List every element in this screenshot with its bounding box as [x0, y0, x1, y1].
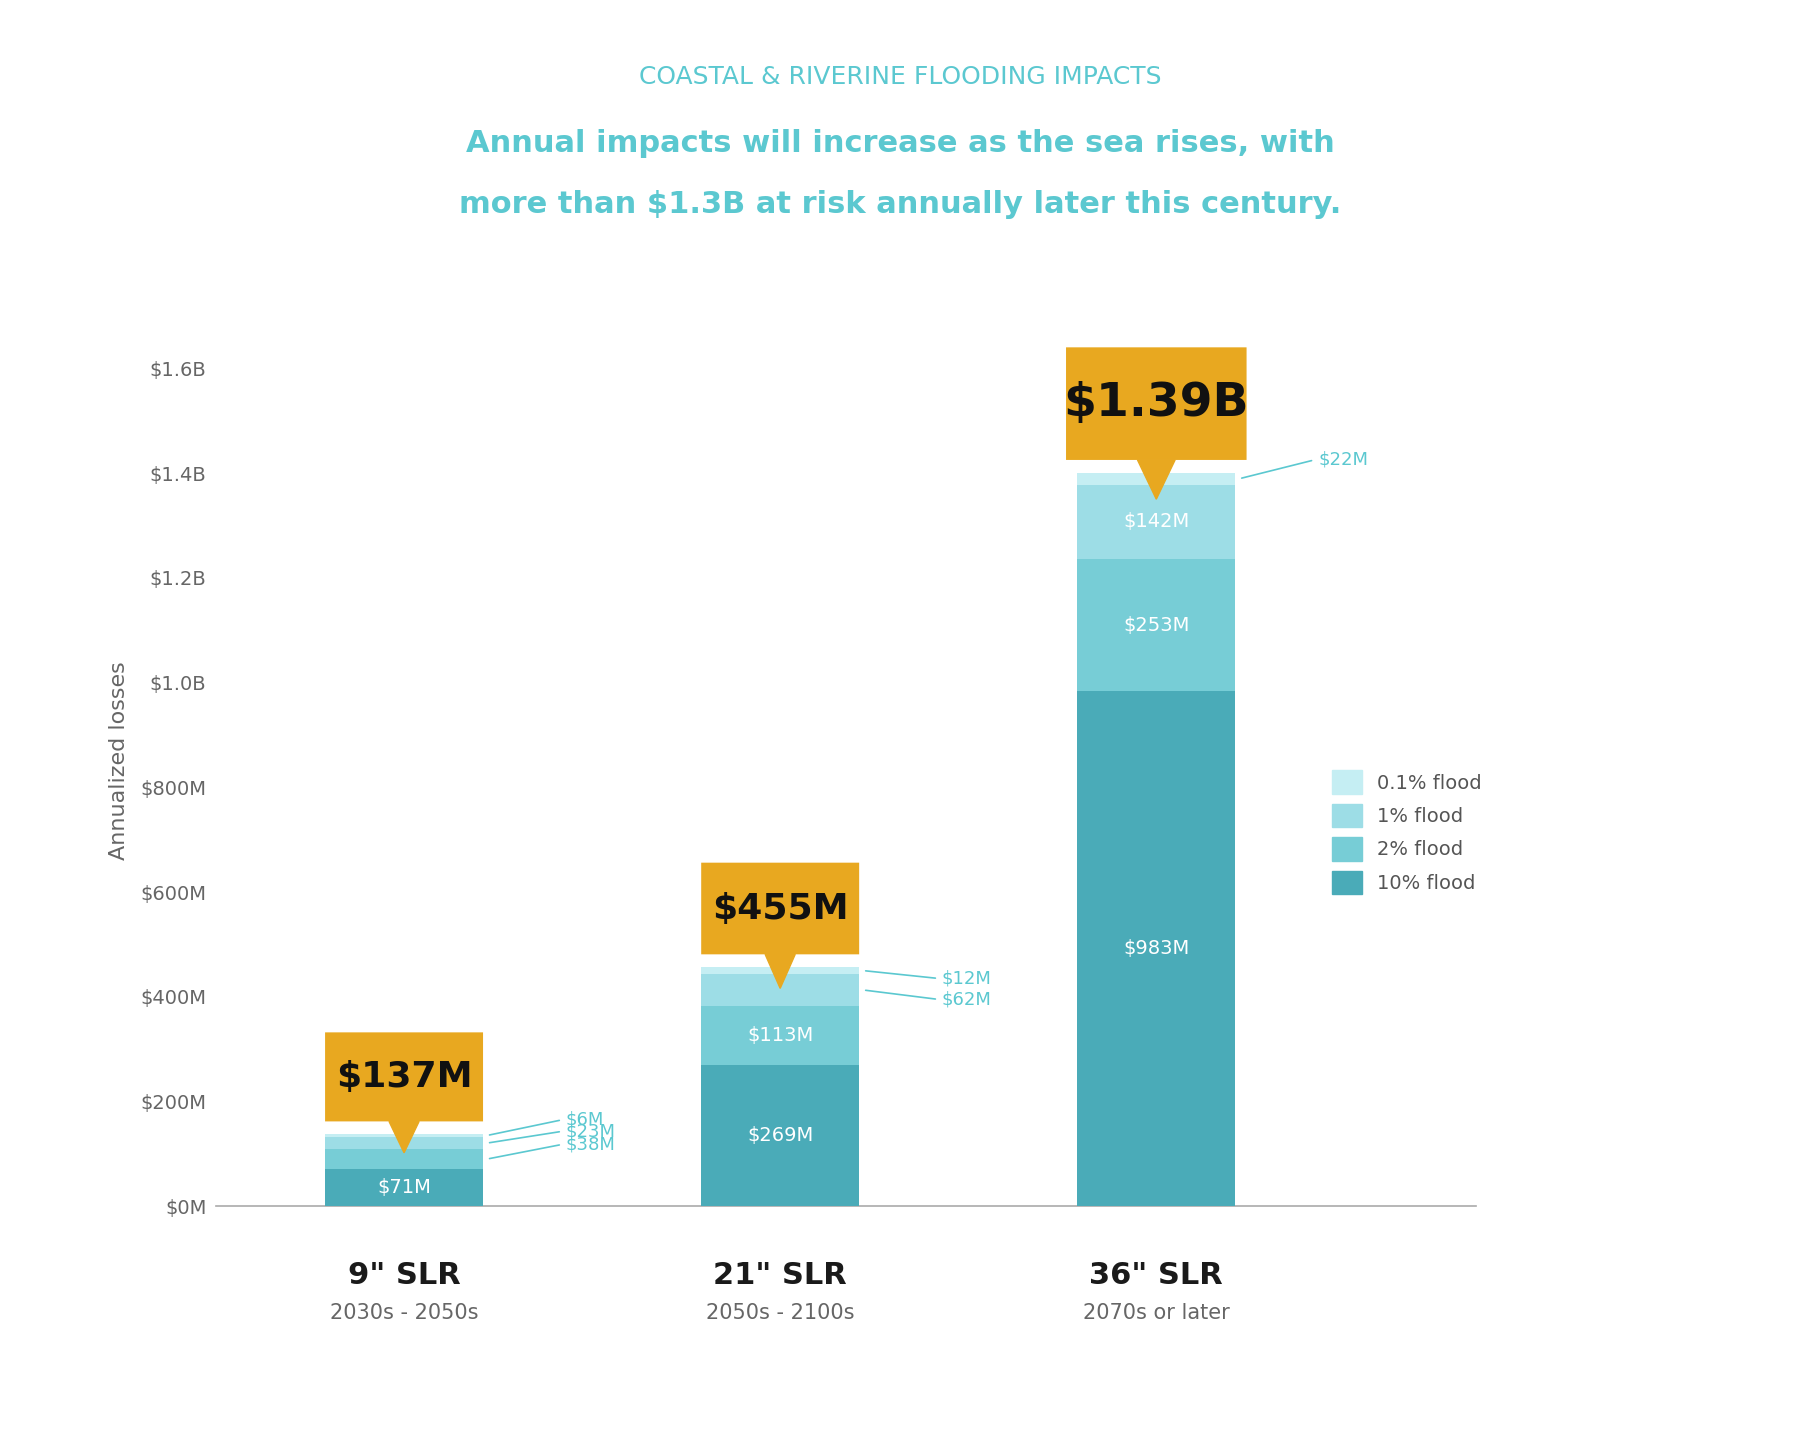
Bar: [1078, 472, 1235, 484]
Y-axis label: Annualized losses: Annualized losses: [110, 662, 130, 860]
Text: $113M: $113M: [747, 1027, 814, 1045]
FancyBboxPatch shape: [702, 863, 859, 955]
Text: $23M: $23M: [565, 1123, 616, 1140]
Text: $269M: $269M: [747, 1126, 814, 1146]
Bar: [702, 974, 859, 1007]
Text: Annual impacts will increase as the sea rises, with: Annual impacts will increase as the sea …: [466, 129, 1334, 158]
Text: 2030s - 2050s: 2030s - 2050s: [329, 1302, 479, 1323]
Text: $62M: $62M: [941, 991, 992, 1008]
Polygon shape: [389, 1122, 419, 1153]
Bar: [1078, 691, 1235, 1206]
Bar: [702, 1007, 859, 1066]
Bar: [702, 968, 859, 974]
Bar: [326, 1134, 482, 1137]
Text: $6M: $6M: [565, 1111, 605, 1129]
FancyBboxPatch shape: [1066, 348, 1247, 460]
Text: $38M: $38M: [565, 1136, 616, 1153]
Bar: [702, 1066, 859, 1206]
Text: COASTAL & RIVERINE FLOODING IMPACTS: COASTAL & RIVERINE FLOODING IMPACTS: [639, 65, 1161, 89]
Text: 2070s or later: 2070s or later: [1084, 1302, 1229, 1323]
Text: $142M: $142M: [1123, 513, 1190, 531]
Text: $137M: $137M: [337, 1060, 472, 1094]
FancyBboxPatch shape: [326, 1032, 482, 1122]
Text: 36" SLR: 36" SLR: [1089, 1261, 1224, 1290]
Text: $22M: $22M: [1318, 451, 1368, 470]
Text: 9" SLR: 9" SLR: [347, 1261, 461, 1290]
Text: $253M: $253M: [1123, 616, 1190, 635]
Bar: [326, 1149, 482, 1169]
Legend: 0.1% flood, 1% flood, 2% flood, 10% flood: 0.1% flood, 1% flood, 2% flood, 10% floo…: [1323, 761, 1492, 905]
Text: 21" SLR: 21" SLR: [713, 1261, 848, 1290]
Text: $1.39B: $1.39B: [1064, 381, 1249, 426]
Text: $71M: $71M: [378, 1178, 430, 1198]
Polygon shape: [1138, 460, 1175, 500]
Text: $12M: $12M: [941, 969, 992, 988]
Bar: [326, 1137, 482, 1149]
Polygon shape: [765, 955, 796, 988]
Bar: [1078, 559, 1235, 691]
Bar: [326, 1169, 482, 1206]
Text: $455M: $455M: [711, 892, 848, 926]
Text: more than $1.3B at risk annually later this century.: more than $1.3B at risk annually later t…: [459, 190, 1341, 218]
Text: 2050s - 2100s: 2050s - 2100s: [706, 1302, 855, 1323]
Text: $983M: $983M: [1123, 939, 1190, 958]
Bar: [1078, 484, 1235, 559]
